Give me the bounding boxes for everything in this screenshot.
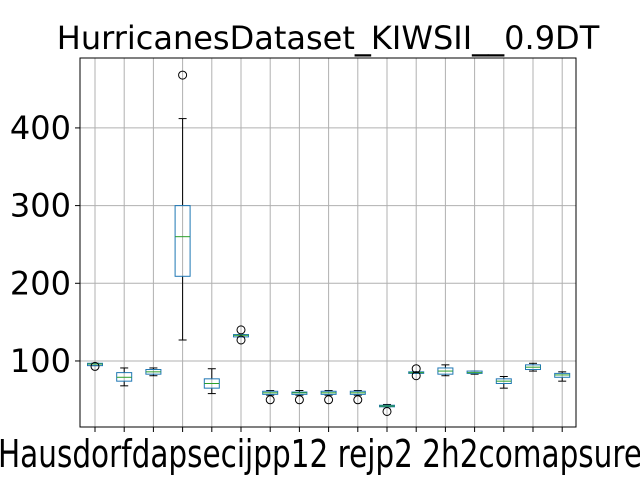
y-tick-label: 200 <box>10 264 71 302</box>
box-group <box>262 389 279 405</box>
plot-frame <box>79 57 577 428</box>
outlier-point <box>265 395 275 405</box>
box-group <box>174 70 191 341</box>
box-group <box>233 325 249 345</box>
box-group <box>116 367 133 387</box>
outlier-point <box>178 70 188 80</box>
box-group <box>466 370 483 375</box>
box-group <box>554 371 571 382</box>
outlier-point <box>294 395 304 405</box>
outlier-point <box>382 406 392 416</box>
outlier-point <box>411 364 421 374</box>
box-group <box>495 376 512 389</box>
chart-title: HurricanesDataset_KIWSII__0.9DT <box>57 19 600 57</box>
outlier-point <box>236 325 246 335</box>
box-group <box>87 361 103 371</box>
box-group <box>408 364 425 381</box>
outlier-point <box>236 335 246 345</box>
box-group <box>379 403 395 416</box>
outlier-point <box>411 371 421 381</box>
box-group <box>203 368 220 395</box>
y-axis: 100 200 300 400 <box>10 109 80 380</box>
box <box>174 205 191 277</box>
outlier-point <box>90 361 100 371</box>
grid <box>80 58 576 427</box>
box-group <box>349 389 366 405</box>
x-axis <box>94 427 563 432</box>
y-tick-label: 400 <box>10 109 71 147</box>
box-group <box>145 367 162 377</box>
box-group <box>320 389 337 405</box>
box-group <box>291 389 308 405</box>
y-tick-label: 100 <box>10 342 71 380</box>
outlier-point <box>324 395 334 405</box>
box-group <box>525 362 541 372</box>
outlier-point <box>353 395 363 405</box>
boxes <box>87 70 571 416</box>
x-tick-labels-overlapping: Hausdorfdapsecijpp12 rejp2 2h2comapsure <box>0 432 640 476</box>
y-tick-label: 300 <box>10 187 71 225</box>
box-group <box>437 364 454 377</box>
